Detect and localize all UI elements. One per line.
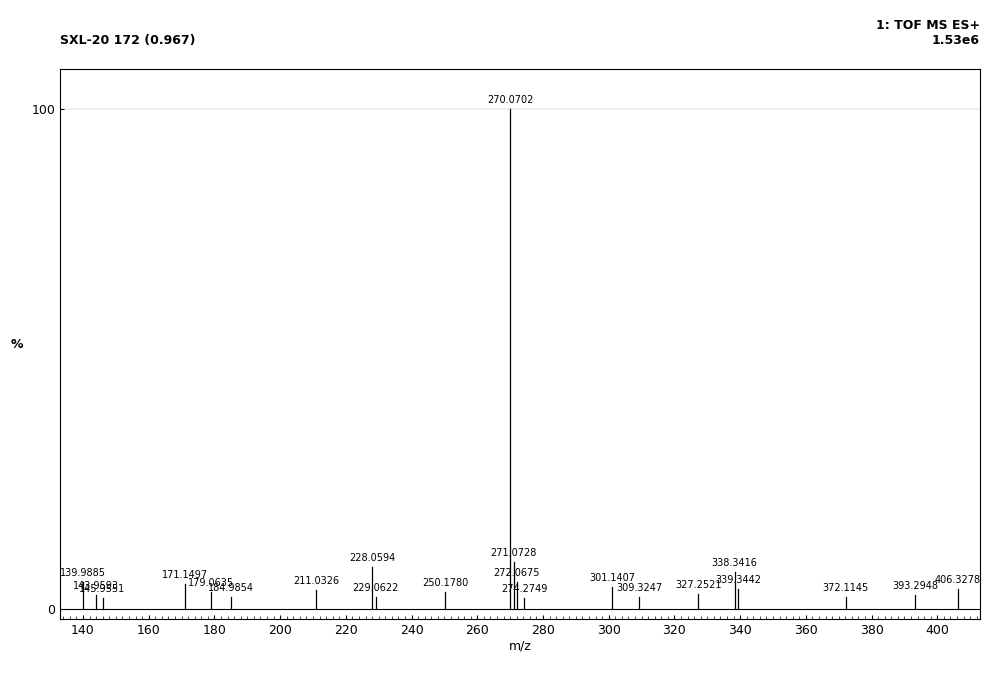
Text: 309.3247: 309.3247	[616, 583, 662, 592]
Text: 179.0635: 179.0635	[188, 578, 234, 588]
Text: %: %	[11, 338, 23, 350]
Text: 229.0622: 229.0622	[352, 583, 399, 592]
Text: 139.9885: 139.9885	[60, 568, 106, 578]
Text: 250.1780: 250.1780	[422, 578, 468, 588]
Text: 372.1145: 372.1145	[823, 583, 869, 592]
Text: 145.9551: 145.9551	[79, 584, 126, 594]
Text: 211.0326: 211.0326	[293, 576, 339, 586]
Text: 271.0728: 271.0728	[490, 548, 537, 558]
X-axis label: m/z: m/z	[509, 640, 531, 653]
Text: SXL-20 172 (0.967): SXL-20 172 (0.967)	[60, 34, 196, 47]
Text: 171.1497: 171.1497	[162, 570, 208, 580]
Text: 339.3442: 339.3442	[715, 575, 761, 585]
Text: 393.2948: 393.2948	[892, 581, 938, 591]
Text: 338.3416: 338.3416	[712, 558, 758, 568]
Text: 301.1407: 301.1407	[589, 572, 635, 583]
Text: 143.9593: 143.9593	[73, 581, 119, 591]
Text: 270.0702: 270.0702	[487, 95, 534, 105]
Text: 274.2749: 274.2749	[501, 584, 547, 594]
Text: 228.0594: 228.0594	[349, 552, 395, 563]
Text: 184.9854: 184.9854	[208, 583, 254, 592]
Text: 406.3278: 406.3278	[935, 575, 981, 585]
Text: 327.2521: 327.2521	[675, 580, 722, 590]
Text: 272.0675: 272.0675	[494, 568, 540, 578]
Text: 1: TOF MS ES+
1.53e6: 1: TOF MS ES+ 1.53e6	[876, 19, 980, 47]
